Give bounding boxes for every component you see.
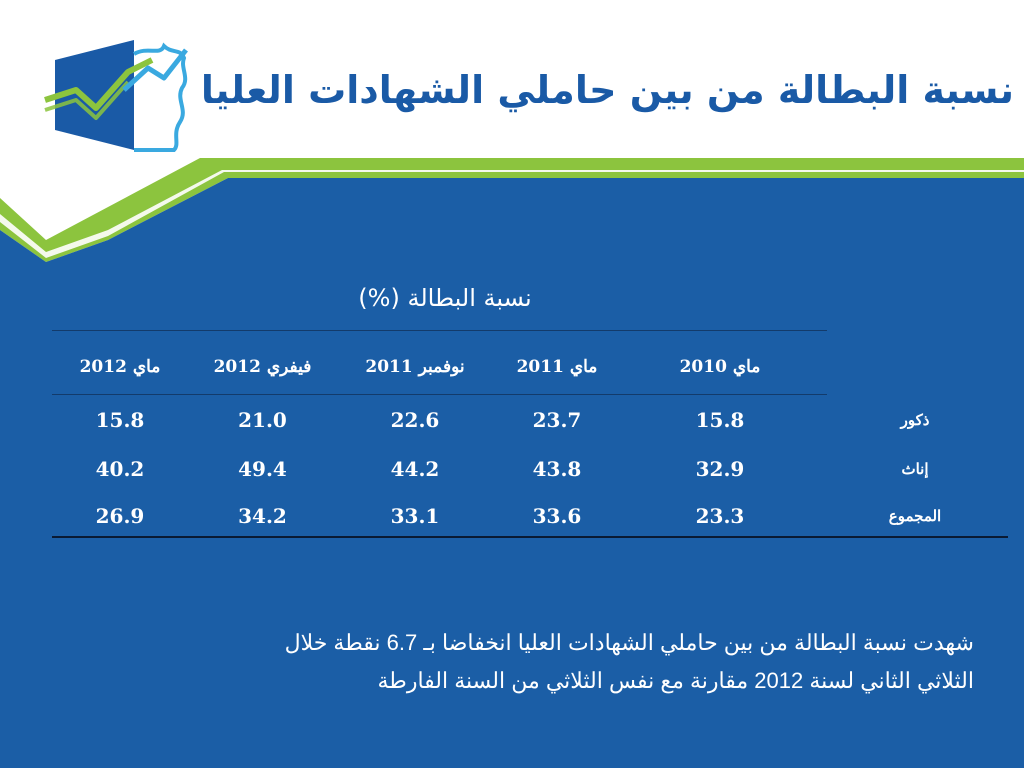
table-cell: 26.9 (95, 504, 145, 528)
table-cell: 33.1 (390, 504, 440, 528)
column-header-nov-2011: نوفمبر 2011 (365, 357, 465, 377)
table-cell: 43.8 (532, 457, 582, 481)
row-label-total: المجموع (888, 507, 942, 525)
table-cell: 21.0 (238, 408, 287, 432)
column-header-may-2011: ماي 2011 (516, 357, 598, 377)
table-cell: 44.2 (390, 457, 440, 481)
table-cell: 33.6 (532, 504, 582, 528)
table-cell: 49.4 (238, 457, 287, 481)
column-header-feb-2012: فيفري 2012 (213, 357, 312, 377)
table-cell: 32.9 (695, 457, 745, 481)
table-cell: 15.8 (695, 408, 745, 432)
table-caption: نسبة البطالة (%) (358, 284, 532, 312)
table-bottom-rule (52, 536, 1008, 538)
table-cell: 34.2 (238, 504, 287, 528)
table-top-rule (52, 330, 827, 331)
summary-note-line-2: الثلاثي الثاني لسنة 2012 مقارنة مع نفس ا… (377, 668, 974, 693)
summary-note: شهدت نسبة البطالة من بين حاملي الشهادات … (100, 624, 974, 700)
table-cell: 22.6 (390, 408, 440, 432)
row-label-females: إناث (901, 460, 929, 478)
page-title: نسبة البطالة من بين حاملي الشهادات العلي… (200, 68, 1014, 112)
table-cell: 15.8 (95, 408, 145, 432)
green-band (0, 158, 1024, 262)
blue-panel (0, 178, 1024, 768)
row-label-males: ذكور (900, 411, 930, 429)
table-cell: 40.2 (95, 457, 145, 481)
column-header-may-2010: ماي 2010 (679, 357, 761, 377)
growth-chart-logo-icon (44, 40, 188, 152)
table-header-rule (52, 394, 827, 395)
table-cell: 23.3 (695, 504, 745, 528)
summary-note-line-1: شهدت نسبة البطالة من بين حاملي الشهادات … (284, 630, 974, 655)
column-header-may-2012: ماي 2012 (79, 357, 161, 377)
table-cell: 23.7 (532, 408, 582, 432)
